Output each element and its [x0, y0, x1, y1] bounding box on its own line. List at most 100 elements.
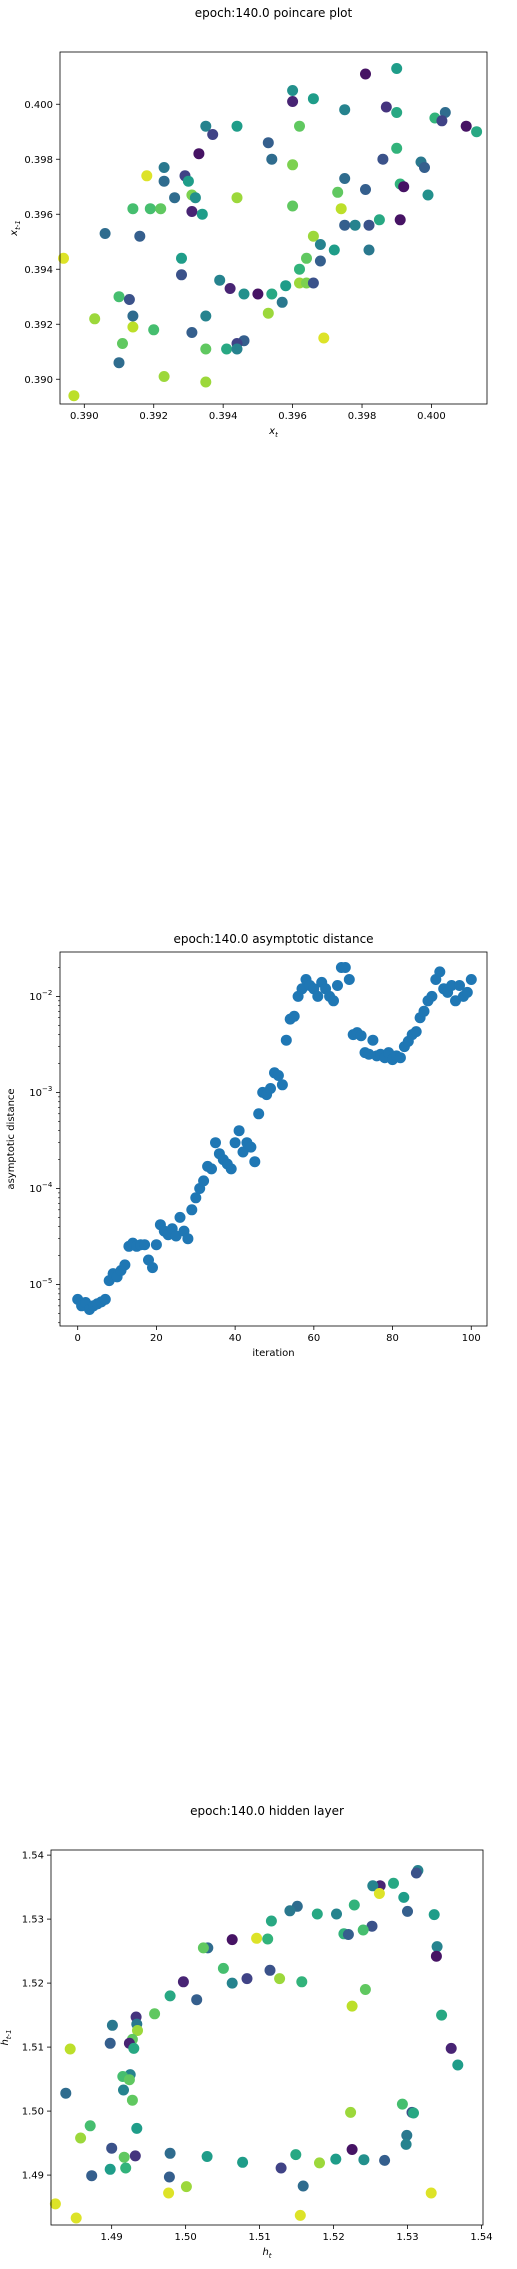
data-point: [264, 1964, 276, 1976]
data-point: [186, 327, 198, 338]
data-point: [126, 2094, 138, 2106]
data-point: [180, 2181, 192, 2193]
data-point: [99, 228, 111, 239]
x-tick-label: 0.394: [209, 411, 238, 422]
data-points: [58, 63, 483, 402]
data-point: [120, 2162, 132, 2174]
data-point: [221, 343, 233, 355]
data-point: [426, 990, 438, 1002]
data-point: [174, 1211, 186, 1223]
data-point: [301, 252, 312, 264]
data-point: [391, 63, 403, 74]
axes-frame: [50, 1849, 484, 2226]
y-tick-label: 1.52: [22, 1979, 44, 1990]
data-point: [445, 2042, 457, 2054]
data-point: [394, 214, 406, 226]
data-point: [307, 277, 319, 289]
data-point: [197, 1942, 209, 1954]
data-point: [58, 252, 69, 264]
data-point: [335, 203, 347, 215]
data-point: [314, 2157, 325, 2169]
data-point: [339, 962, 351, 973]
data-point: [176, 269, 187, 281]
data-point: [314, 255, 326, 267]
data-point: [402, 1905, 413, 1917]
data-point: [198, 1175, 210, 1187]
data-point: [225, 1163, 237, 1175]
data-point: [311, 1908, 323, 1920]
data-point: [398, 1891, 410, 1903]
data-point: [251, 1932, 263, 1944]
data-point: [113, 291, 125, 303]
chart-title: epoch:140.0 hidden layer: [190, 1804, 344, 1818]
data-point: [207, 129, 219, 140]
data-point: [231, 343, 243, 355]
data-point: [431, 1941, 443, 1953]
data-point: [379, 2154, 391, 2166]
data-point: [158, 175, 170, 187]
x-tick-label: 1.53: [396, 2232, 418, 2243]
data-point: [408, 2107, 419, 2119]
data-point: [253, 1108, 265, 1120]
x-axis-label: xt: [268, 426, 278, 439]
data-point: [176, 252, 187, 264]
data-point: [287, 159, 299, 171]
data-point: [231, 192, 243, 204]
data-point: [331, 1908, 342, 1920]
data-point: [170, 1230, 182, 1242]
data-point: [436, 2009, 448, 2021]
data-point: [276, 1079, 288, 1091]
data-point: [294, 120, 305, 132]
y-tick-label: 10: [29, 1184, 42, 1195]
data-point: [391, 142, 403, 154]
y-axis-label: ht-1: [0, 2029, 13, 2045]
data-point: [296, 1976, 308, 1988]
data-point: [391, 107, 403, 118]
x-tick-label: 100: [462, 1333, 481, 1344]
x-tick-label: 0.398: [348, 411, 377, 422]
data-point: [177, 1976, 189, 1988]
data-point: [342, 1929, 354, 1940]
data-point: [106, 2142, 118, 2154]
data-point: [119, 1259, 131, 1271]
y-tick-label: 1.51: [22, 2043, 44, 2054]
data-point: [84, 2120, 96, 2132]
data-point: [287, 96, 299, 107]
data-point: [200, 310, 212, 322]
data-point: [388, 1877, 399, 1889]
data-point: [158, 371, 170, 382]
data-point: [294, 2209, 306, 2221]
x-tick-label: 0: [75, 1333, 81, 1344]
data-point: [363, 244, 375, 256]
data-point: [314, 239, 326, 250]
data-point: [128, 2042, 140, 2054]
data-point: [422, 189, 434, 201]
data-point: [127, 321, 139, 333]
data-point: [155, 203, 167, 215]
data-point: [86, 2170, 98, 2182]
data-point: [418, 1005, 430, 1017]
data-point: [434, 966, 446, 978]
data-point: [106, 2019, 118, 2031]
data-point: [163, 2187, 175, 2199]
data-point: [217, 1962, 229, 1974]
x-tick-label: 80: [386, 1333, 399, 1344]
data-point: [339, 173, 351, 184]
data-point: [373, 1888, 385, 1899]
data-point: [118, 2084, 129, 2096]
y-tick-exponent: −3: [42, 1085, 52, 1093]
data-point: [452, 2059, 464, 2071]
data-point: [163, 2171, 175, 2183]
chart-hidden: epoch:140.0 hidden layer 1.49 1.50 1.51 1.52…: [0, 1804, 493, 2260]
data-point: [224, 283, 236, 294]
data-point: [428, 1909, 440, 1921]
data-point: [210, 1137, 221, 1149]
data-point: [149, 2008, 161, 2020]
y-tick-label: 0.390: [24, 375, 53, 386]
data-point: [348, 1899, 360, 1911]
x-tick-label: 1.50: [174, 2232, 196, 2243]
chart-title: epoch:140.0 poincare plot: [195, 6, 353, 20]
data-point: [238, 288, 250, 300]
data-point: [193, 148, 205, 160]
